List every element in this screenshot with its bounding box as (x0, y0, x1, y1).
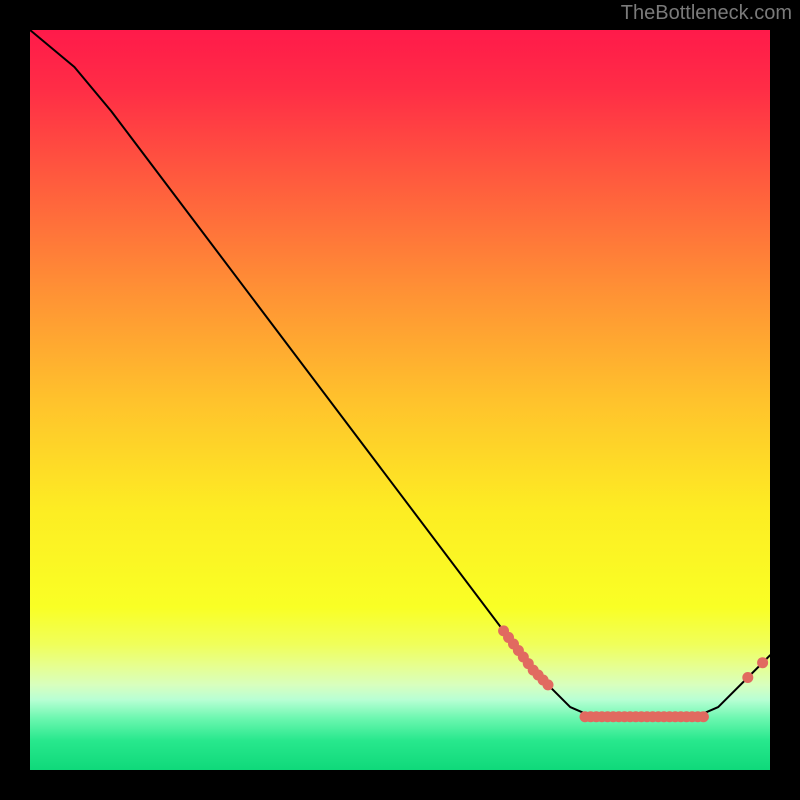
data-markers (498, 625, 768, 722)
data-line (30, 30, 770, 717)
plot-area (30, 30, 770, 770)
chart-overlay (30, 30, 770, 770)
watermark-text: TheBottleneck.com (621, 2, 792, 25)
